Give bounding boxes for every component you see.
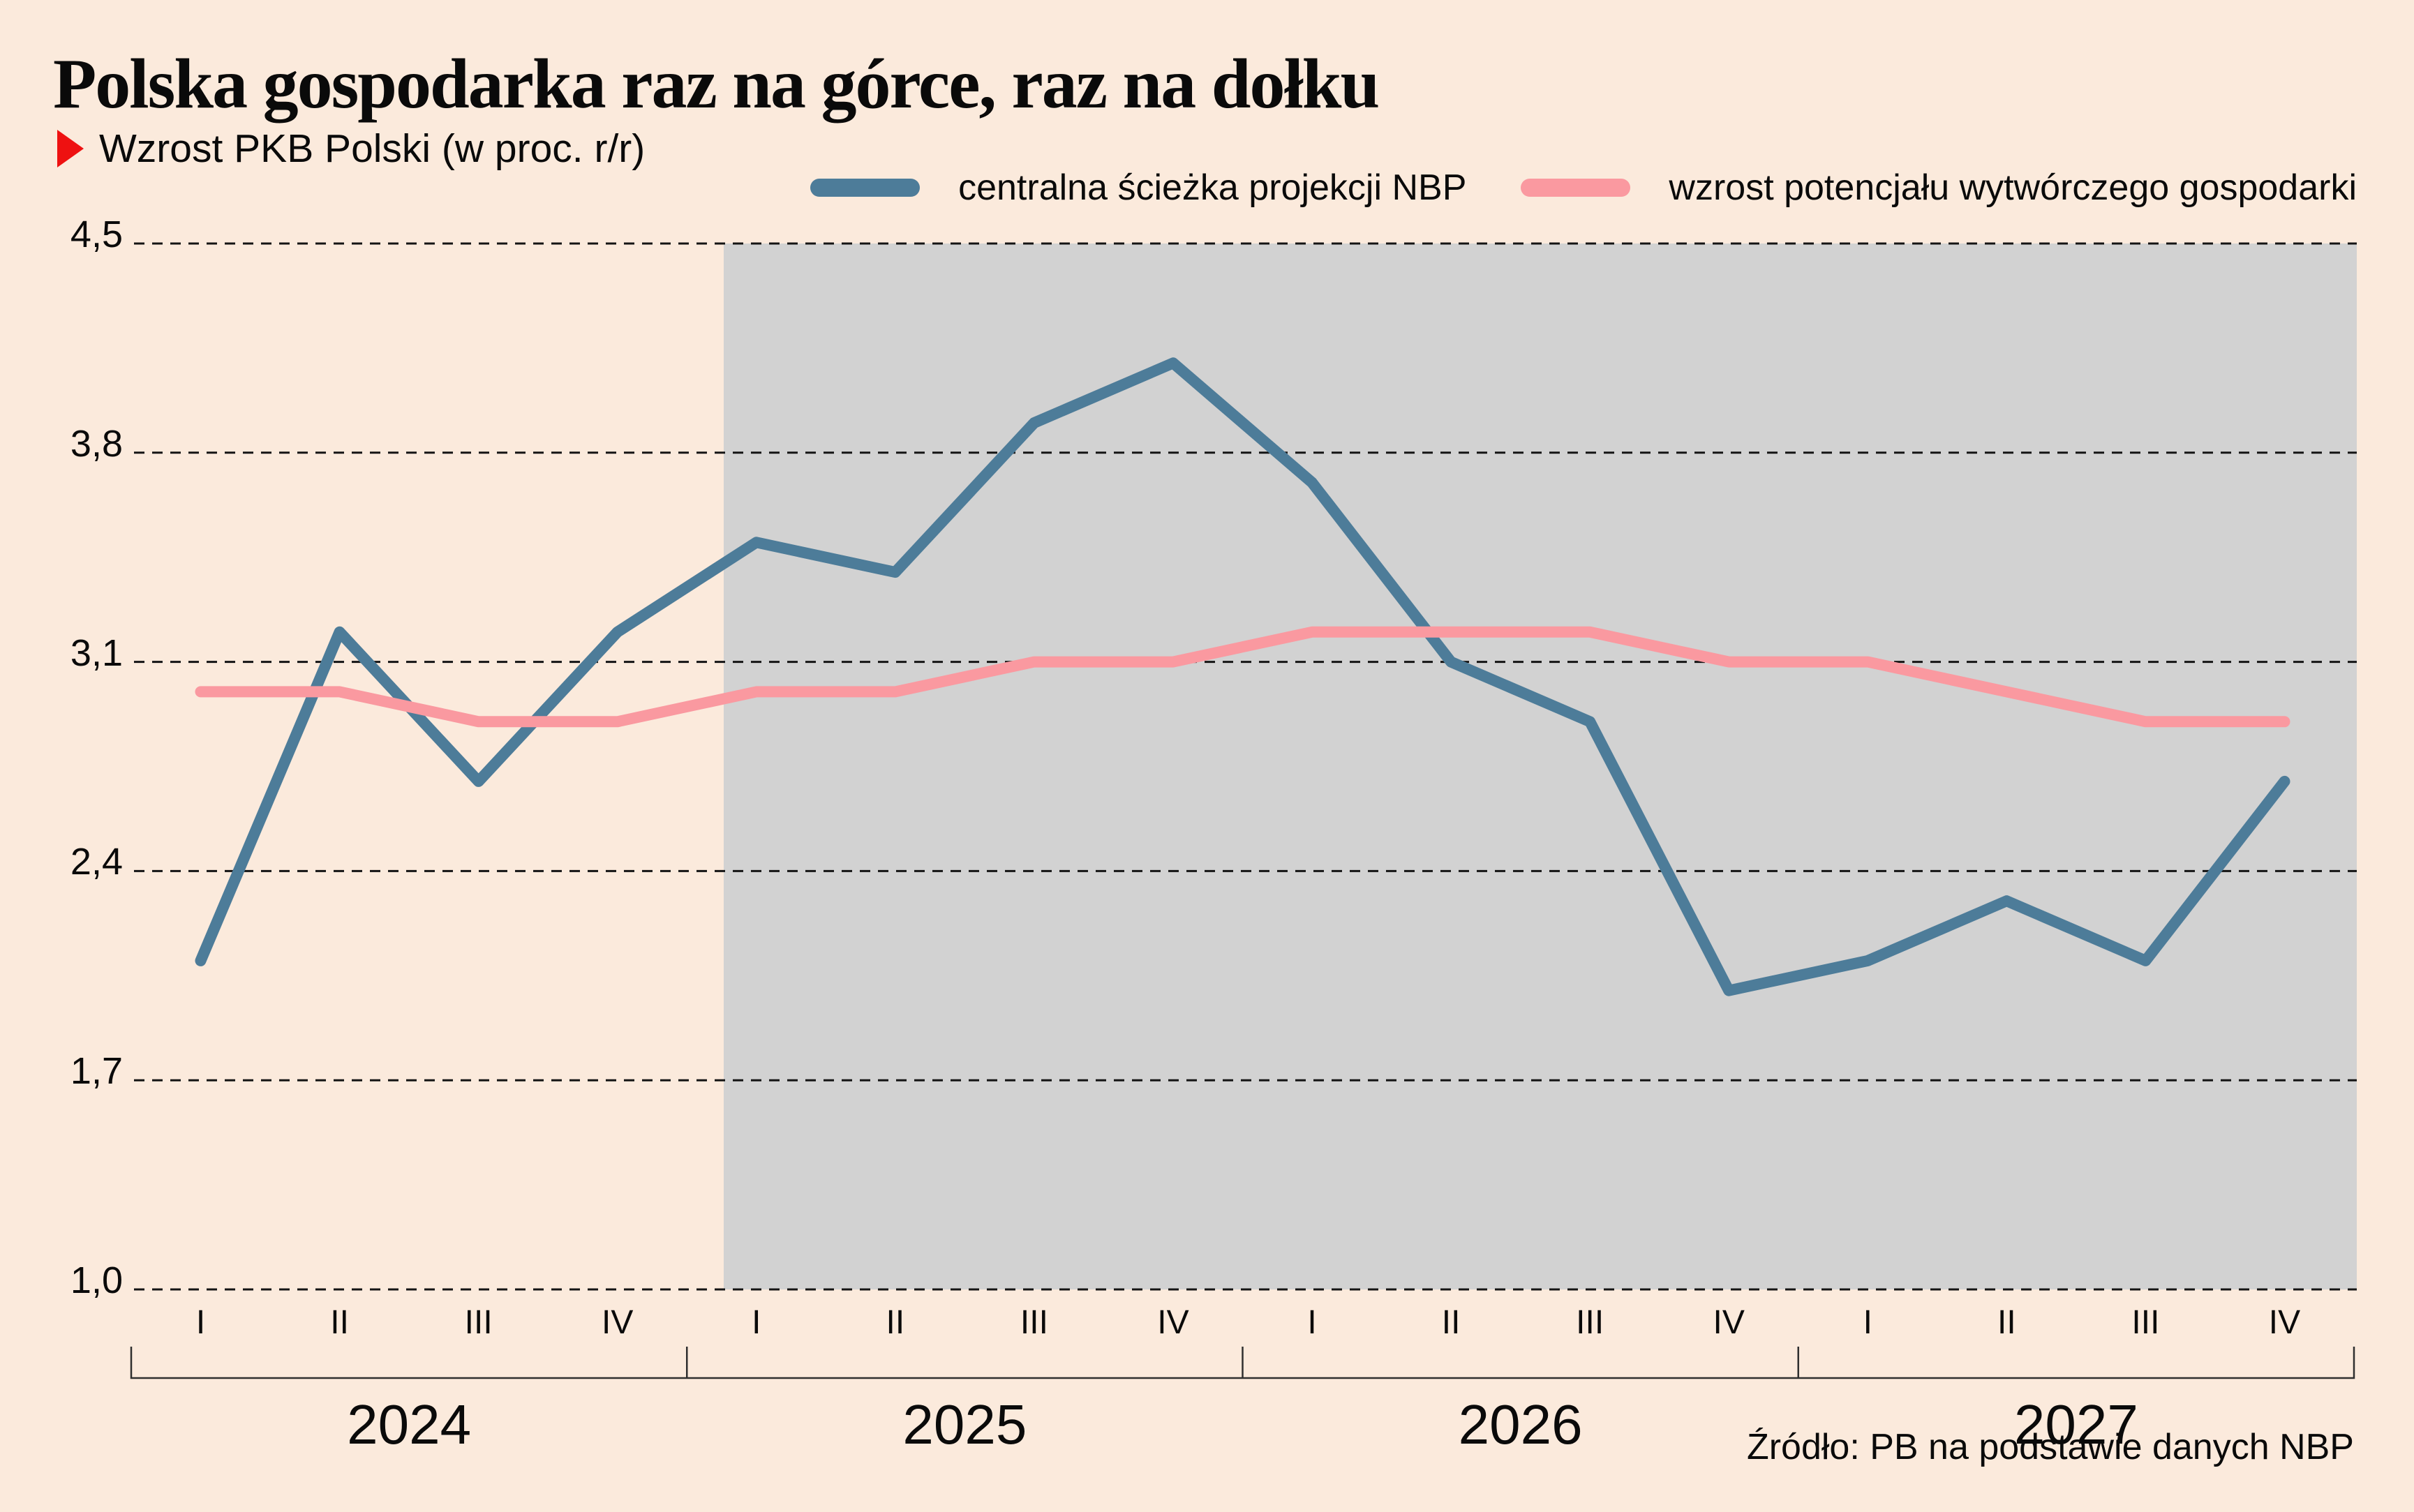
quarter-label: II (886, 1304, 905, 1341)
red-triangle-icon (57, 130, 84, 167)
year-label: 2026 (1458, 1393, 1583, 1455)
quarter-label: I (752, 1304, 761, 1341)
year-label: 2024 (347, 1393, 472, 1455)
legend-swatch-pink (1521, 179, 1631, 197)
y-axis-label: 2,4 (70, 841, 123, 883)
quarter-label: II (1441, 1304, 1461, 1341)
y-axis-label: 4,5 (70, 214, 123, 255)
year-axis-bracket (130, 1347, 2355, 1379)
y-axis-label: 3,8 (70, 422, 123, 465)
chart-subtitle: Wzrost PKB Polski (w proc. r/r) (99, 126, 646, 171)
legend-label: centralna ścieżka projekcji NBP (958, 167, 1467, 208)
y-axis-label: 1,0 (70, 1259, 123, 1301)
potential-growth-line (195, 626, 2290, 728)
quarter-label: III (2131, 1304, 2160, 1341)
legend-item-potential: wzrost potencjału wytwórczego gospodarki (1521, 170, 2357, 206)
quarter-label: IV (1157, 1304, 1189, 1341)
projection-region (724, 244, 2357, 1289)
legend-item-projection: centralna ścieżka projekcji NBP (810, 170, 1466, 206)
year-label: 2027 (2013, 1393, 2138, 1455)
quarter-label: I (1307, 1304, 1317, 1341)
year-label: 2025 (902, 1393, 1027, 1455)
gdp-projection-line (195, 357, 2290, 996)
source-note: Źródło: PB na podstawie danych NBP (1746, 1427, 2354, 1467)
quarter-label: IV (2268, 1304, 2301, 1341)
quarter-label: III (464, 1304, 493, 1341)
quarter-label: II (330, 1304, 349, 1341)
quarter-label: I (195, 1304, 206, 1341)
quarter-label: IV (1713, 1304, 1745, 1341)
y-axis-label: 1,7 (70, 1050, 123, 1093)
quarter-label: IV (602, 1304, 634, 1341)
legend-swatch-blue (810, 179, 921, 197)
quarter-label: III (1576, 1304, 1604, 1341)
quarter-label: II (1997, 1304, 2016, 1341)
chart-legend: centralna ścieżka projekcji NBP wzrost p… (810, 170, 2357, 206)
page-title: Polska gospodarka raz na górce, raz na d… (53, 45, 1380, 123)
quarter-label: I (1863, 1304, 1872, 1341)
quarter-label: III (1020, 1304, 1048, 1341)
legend-label: wzrost potencjału wytwórczego gospodarki (1669, 167, 2357, 208)
y-axis-label: 3,1 (70, 631, 123, 674)
